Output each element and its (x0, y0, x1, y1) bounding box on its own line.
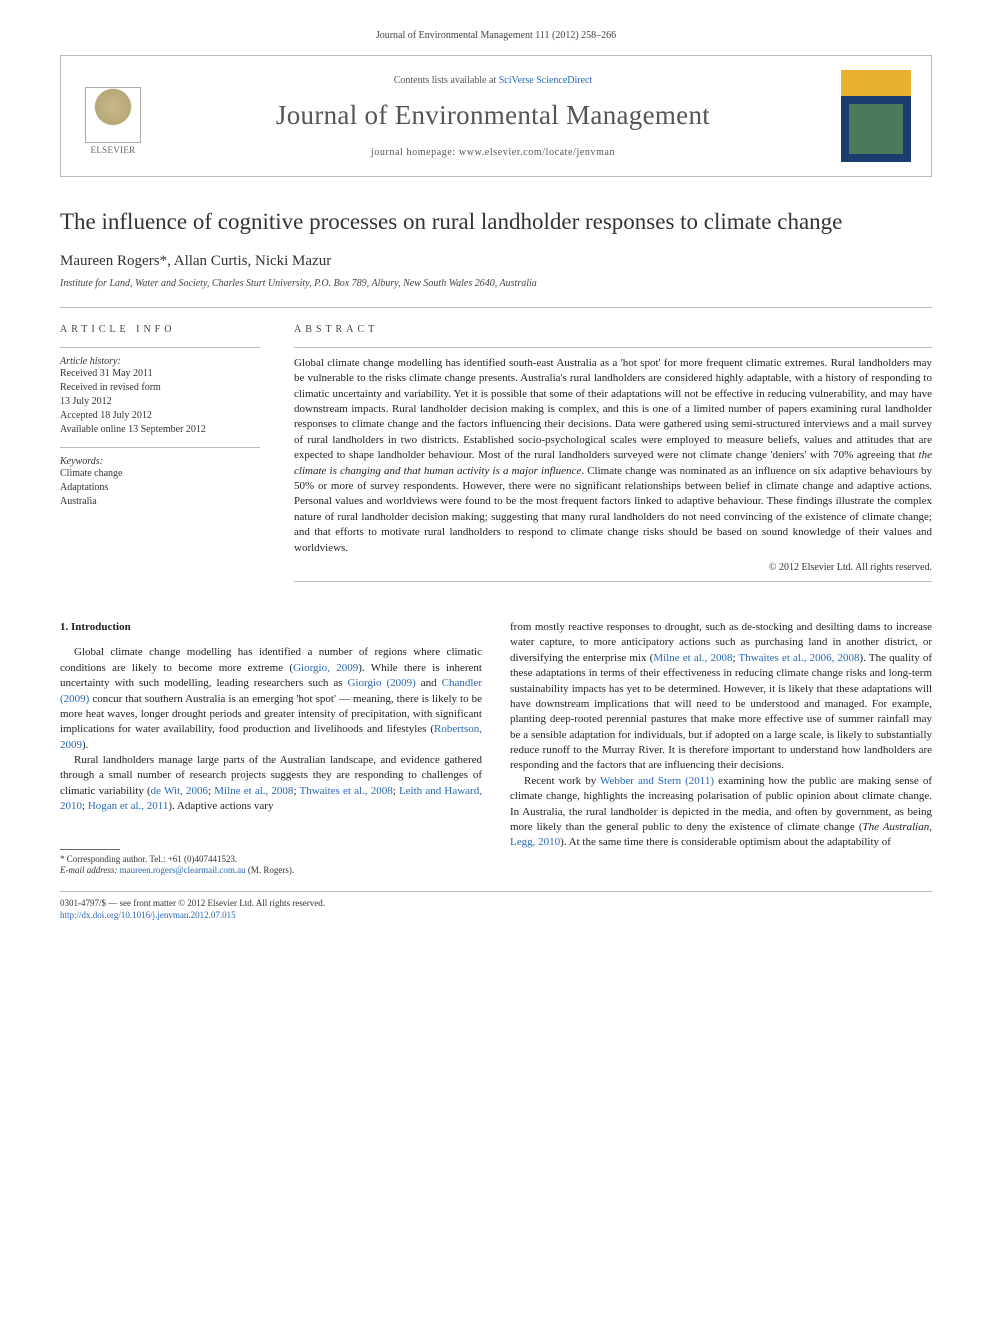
history-label: Article history: (60, 356, 260, 367)
header-center: Contents lists available at SciVerse Sci… (163, 75, 823, 158)
history-item: 13 July 2012 (60, 395, 260, 409)
email-label: E-mail address: (60, 865, 120, 875)
keyword-item: Adaptations (60, 481, 260, 495)
body-column-right: from mostly reactive responses to drough… (510, 620, 932, 877)
article-info-label: ARTICLE INFO (60, 324, 260, 335)
keyword-item: Climate change (60, 467, 260, 481)
citation-link[interactable]: Hogan et al., 2011 (88, 800, 169, 812)
contents-available-line: Contents lists available at SciVerse Sci… (163, 75, 823, 86)
text-run: ). The quality of these adaptations in t… (510, 652, 932, 772)
contents-prefix: Contents lists available at (394, 75, 499, 86)
journal-homepage: journal homepage: www.elsevier.com/locat… (163, 147, 823, 158)
history-item: Accepted 18 July 2012 (60, 409, 260, 423)
text-run: concur that southern Australia is an eme… (60, 693, 482, 736)
affiliation: Institute for Land, Water and Society, C… (60, 278, 932, 289)
elsevier-logo: ELSEVIER (81, 77, 145, 155)
section-heading: 1. Introduction (60, 620, 482, 635)
citation-link[interactable]: Webber and Stern (2011) (600, 775, 714, 787)
paper-title: The influence of cognitive processes on … (60, 207, 932, 237)
citation-link[interactable]: de Wit, 2006 (151, 785, 208, 797)
abstract-text: Global climate change modelling has iden… (294, 356, 932, 556)
footnote-separator (60, 849, 120, 850)
journal-reference: Journal of Environmental Management 111 … (60, 30, 932, 41)
heading-number: 1. (60, 621, 68, 633)
text-run: ). At the same time there is considerabl… (560, 836, 891, 848)
citation-link[interactable]: Thwaites et al., 2008 (299, 785, 392, 797)
abstract-end-divider (294, 581, 932, 582)
journal-cover-thumbnail (841, 70, 911, 162)
body-paragraph: Rural landholders manage large parts of … (60, 753, 482, 815)
abstract-copyright: © 2012 Elsevier Ltd. All rights reserved… (294, 562, 932, 573)
keyword-item: Australia (60, 495, 260, 509)
homepage-prefix: journal homepage: (371, 147, 459, 158)
abstract-part2: . Climate change was nominated as an inf… (294, 465, 932, 554)
citation-link[interactable]: Giorgio, 2009 (293, 662, 358, 674)
text-emphasis: The Australian (862, 821, 929, 833)
publisher-name: ELSEVIER (91, 145, 136, 155)
sciencedirect-link[interactable]: SciVerse ScienceDirect (499, 75, 593, 86)
body-paragraph: Global climate change modelling has iden… (60, 645, 482, 753)
citation-link[interactable]: Milne et al., 2008 (653, 652, 732, 664)
text-run: Recent work by (524, 775, 600, 787)
journal-header-box: ELSEVIER Contents lists available at Sci… (60, 55, 932, 177)
meta-abstract-row: ARTICLE INFO Article history: Received 3… (60, 324, 932, 590)
history-item: Available online 13 September 2012 (60, 423, 260, 437)
heading-text: Introduction (71, 621, 131, 633)
email-link[interactable]: maureen.rogers@clearmail.com.au (120, 865, 246, 875)
body-paragraph: from mostly reactive responses to drough… (510, 620, 932, 774)
citation-link[interactable]: Milne et al., 2008 (214, 785, 293, 797)
journal-title: Journal of Environmental Management (163, 100, 823, 131)
citation-link[interactable]: Giorgio (2009) (348, 677, 416, 689)
email-suffix: (M. Rogers). (246, 865, 295, 875)
history-item: Received 31 May 2011 (60, 367, 260, 381)
body-paragraph: Recent work by Webber and Stern (2011) e… (510, 774, 932, 851)
info-divider (60, 347, 260, 348)
abstract-label: ABSTRACT (294, 324, 932, 335)
text-run: , (929, 821, 932, 833)
doi-link[interactable]: http://dx.doi.org/10.1016/j.jenvman.2012… (60, 910, 236, 920)
abstract-part1: Global climate change modelling has iden… (294, 357, 932, 461)
bottom-divider (60, 891, 932, 892)
abstract-divider (294, 347, 932, 348)
history-item: Received in revised form (60, 381, 260, 395)
front-matter-line: 0301-4797/$ — see front matter © 2012 El… (60, 898, 932, 910)
abstract-column: ABSTRACT Global climate change modelling… (294, 324, 932, 590)
text-run: ). Adaptive actions vary (168, 800, 273, 812)
citation-link[interactable]: Legg, 2010 (510, 836, 560, 848)
doi-line: http://dx.doi.org/10.1016/j.jenvman.2012… (60, 910, 932, 922)
citation-link[interactable]: Thwaites et al., 2006, 2008 (738, 652, 859, 664)
footnote-corresponding: * Corresponding author. Tel.: +61 (0)407… (60, 854, 482, 866)
article-info-column: ARTICLE INFO Article history: Received 3… (60, 324, 260, 590)
footnote-email: E-mail address: maureen.rogers@clearmail… (60, 865, 482, 877)
text-run: and (416, 677, 442, 689)
homepage-url: www.elsevier.com/locate/jenvman (459, 147, 615, 158)
text-run: ). (82, 739, 88, 751)
divider (60, 307, 932, 308)
author-names: Maureen Rogers*, Allan Curtis, Nicki Maz… (60, 253, 331, 269)
body-column-left: 1. Introduction Global climate change mo… (60, 620, 482, 877)
keywords-label: Keywords: (60, 456, 260, 467)
authors-list: Maureen Rogers*, Allan Curtis, Nicki Maz… (60, 253, 932, 270)
info-divider (60, 447, 260, 448)
elsevier-tree-icon (85, 87, 141, 143)
body-columns: 1. Introduction Global climate change mo… (60, 620, 932, 877)
